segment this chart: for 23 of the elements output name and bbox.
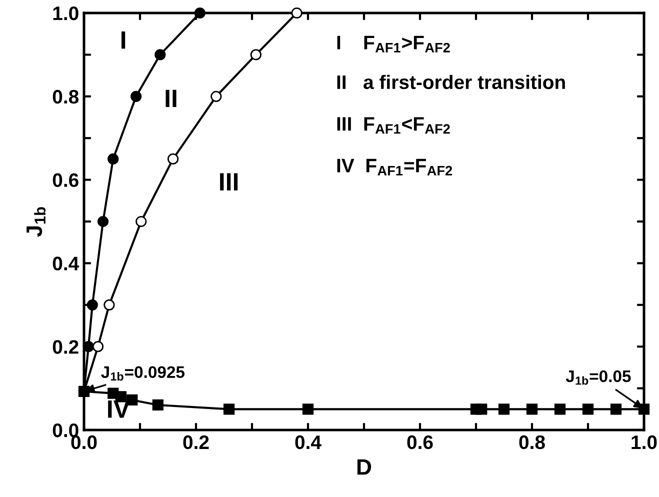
- annotation: I: [122, 31, 126, 49]
- y-tick-label: 0.6: [52, 173, 78, 188]
- x-tick-label: 0.8: [519, 435, 545, 450]
- y-tick-label: 0.2: [52, 340, 78, 354]
- annotation: J$_{1b}$=0.0925: [101, 366, 185, 381]
- x-tick-label: 0.4: [295, 435, 322, 450]
- x-tick-label: 0.0: [71, 435, 97, 450]
- x-tick-label: 0.6: [407, 435, 433, 450]
- annotation: II: [166, 90, 176, 108]
- x-tick-label: 1.0: [632, 435, 657, 450]
- x-axis-title: D: [357, 459, 372, 475]
- y-tick-label: 0.0: [52, 423, 78, 438]
- y-tick-label: 1.0: [53, 6, 78, 20]
- annotation: J$_{1b}$=0.05: [566, 370, 631, 385]
- annotation: III: [220, 173, 238, 190]
- x-tick-label: 0.2: [183, 435, 209, 450]
- annotation: III F$_{AF1}$<F$_{AF2}$: [337, 117, 450, 134]
- annotation: II a first-order transition: [337, 74, 565, 90]
- y-axis-title: J$_{1b}$: [26, 207, 46, 237]
- y-tick-label: 0.4: [52, 256, 80, 270]
- y-tick-label: 0.8: [52, 90, 79, 104]
- annotation: IV F$_{AF1}$=F$_{AF2}$: [337, 158, 452, 176]
- annotation: I F$_{AF1}$>F$_{AF2}$: [337, 36, 450, 52]
